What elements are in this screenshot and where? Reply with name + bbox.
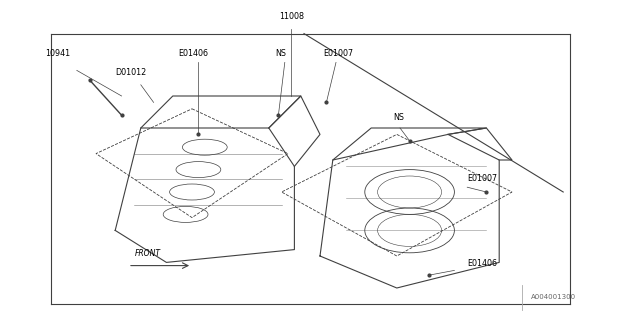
Text: 10941: 10941 [45, 49, 70, 58]
Text: E01007: E01007 [467, 174, 497, 183]
Text: E01007: E01007 [323, 49, 353, 58]
Text: FRONT: FRONT [134, 249, 161, 258]
Text: 11008: 11008 [278, 12, 304, 21]
Text: NS: NS [275, 49, 286, 58]
Text: A004001300: A004001300 [531, 294, 577, 300]
Text: E01406: E01406 [467, 259, 497, 268]
Text: NS: NS [394, 113, 404, 122]
Text: D01012: D01012 [115, 68, 147, 77]
Text: E01406: E01406 [178, 49, 208, 58]
